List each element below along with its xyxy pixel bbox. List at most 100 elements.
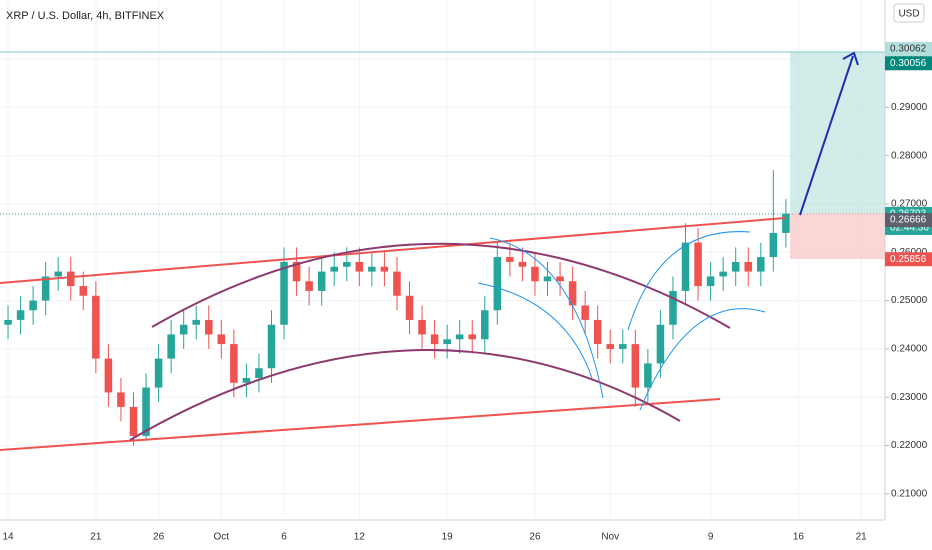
candle-body [79, 286, 88, 296]
y-tick-label: 0.22000 [891, 440, 928, 451]
arc [627, 231, 751, 331]
candle-body [757, 257, 765, 272]
candle-body [142, 387, 150, 436]
candle-body [292, 261, 301, 282]
candle-body [230, 344, 238, 383]
price-axis: 0.210000.220000.230000.240000.250000.260… [885, 41, 932, 500]
candle-body [731, 261, 740, 272]
x-tick-label: 6 [281, 532, 287, 543]
candle-body [593, 319, 602, 345]
y-tick-label: 0.24000 [891, 344, 928, 355]
candle-body [305, 281, 313, 291]
candle-body [154, 358, 163, 388]
candle-body [4, 319, 12, 325]
arc [129, 348, 681, 441]
annotations [0, 51, 859, 451]
candle-body [455, 334, 464, 340]
x-tick-label: 21 [90, 532, 102, 543]
y-tick-label: 0.28000 [891, 150, 928, 161]
candle-body [405, 295, 414, 320]
price-label: 0.26666 [890, 215, 927, 226]
candle-body [104, 358, 113, 393]
candle-body [656, 324, 665, 364]
candle-body [443, 339, 451, 345]
price-label-box [885, 56, 932, 71]
candle-body [543, 276, 552, 282]
candle-body [179, 324, 188, 335]
candle-body [481, 310, 489, 340]
y-tick-label: 0.23000 [891, 392, 928, 403]
candle-body [581, 305, 589, 320]
x-tick-label: Nov [601, 532, 619, 543]
candle-body [644, 363, 652, 388]
price-label-box [885, 41, 932, 56]
x-tick-label: 21 [856, 532, 868, 543]
candle-body [192, 319, 200, 325]
candle-body [606, 344, 615, 349]
candle-body [255, 368, 263, 378]
candle-body [719, 271, 727, 277]
trend-line [0, 217, 786, 284]
candle-body [619, 344, 627, 349]
x-tick-label: 26 [153, 532, 165, 543]
candle-body [330, 266, 338, 272]
x-tick-label: 19 [442, 532, 454, 543]
y-tick-label: 0.29000 [891, 102, 928, 113]
currency-label[interactable]: USD [898, 9, 919, 20]
candle-body [317, 271, 326, 291]
candle-body [556, 276, 564, 282]
candle-body [54, 271, 62, 277]
arc [151, 242, 731, 329]
candle-body [493, 257, 502, 311]
candle-body [41, 276, 50, 301]
chart-title: XRP / U.S. Dollar, 4h, BITFINEX [6, 10, 165, 22]
candle-body [117, 392, 125, 407]
candle-body [280, 261, 288, 325]
candle-body [430, 334, 439, 345]
candle-body [393, 271, 401, 296]
stop-zone [790, 213, 885, 259]
x-tick-label: 12 [354, 532, 366, 543]
price-label: 0.30056 [890, 58, 927, 69]
candle-body [92, 295, 100, 359]
candle-body [380, 266, 389, 272]
candle-body [669, 290, 677, 325]
arc [639, 308, 766, 411]
x-tick-label: Oct [214, 532, 230, 543]
currency-button[interactable] [893, 3, 925, 23]
price-label-box [885, 252, 932, 267]
y-tick-label: 0.25000 [891, 295, 928, 306]
candle-body [205, 319, 213, 335]
candle-body [506, 257, 514, 262]
candle-body [769, 232, 778, 258]
price-label: 0.25856 [890, 254, 927, 265]
candle-body [531, 266, 539, 282]
candle-body [468, 334, 476, 340]
candle-body [16, 310, 25, 320]
y-tick-label: 0.27000 [891, 199, 928, 210]
candle-body [568, 281, 577, 306]
candle-body [368, 266, 376, 272]
candle-body [29, 300, 37, 311]
candle-body [681, 242, 690, 291]
arc [477, 282, 593, 379]
arrow [799, 55, 854, 216]
candle-body [694, 242, 702, 287]
plot-area [0, 0, 885, 520]
target-zone [790, 52, 885, 213]
arrow-head [842, 51, 859, 66]
candle-body [418, 319, 426, 335]
x-tick-label: 14 [2, 532, 14, 543]
price-label: 0.30062 [890, 44, 927, 55]
x-tick-label: 26 [529, 532, 541, 543]
arc [489, 237, 604, 399]
price-label-box [885, 213, 932, 228]
candle-body [744, 261, 753, 272]
candle-body [631, 344, 640, 388]
countdown: 02:44:36 [890, 223, 929, 234]
candle-body [355, 261, 364, 272]
x-tick-label: 9 [708, 532, 714, 543]
candle-body [343, 261, 351, 267]
